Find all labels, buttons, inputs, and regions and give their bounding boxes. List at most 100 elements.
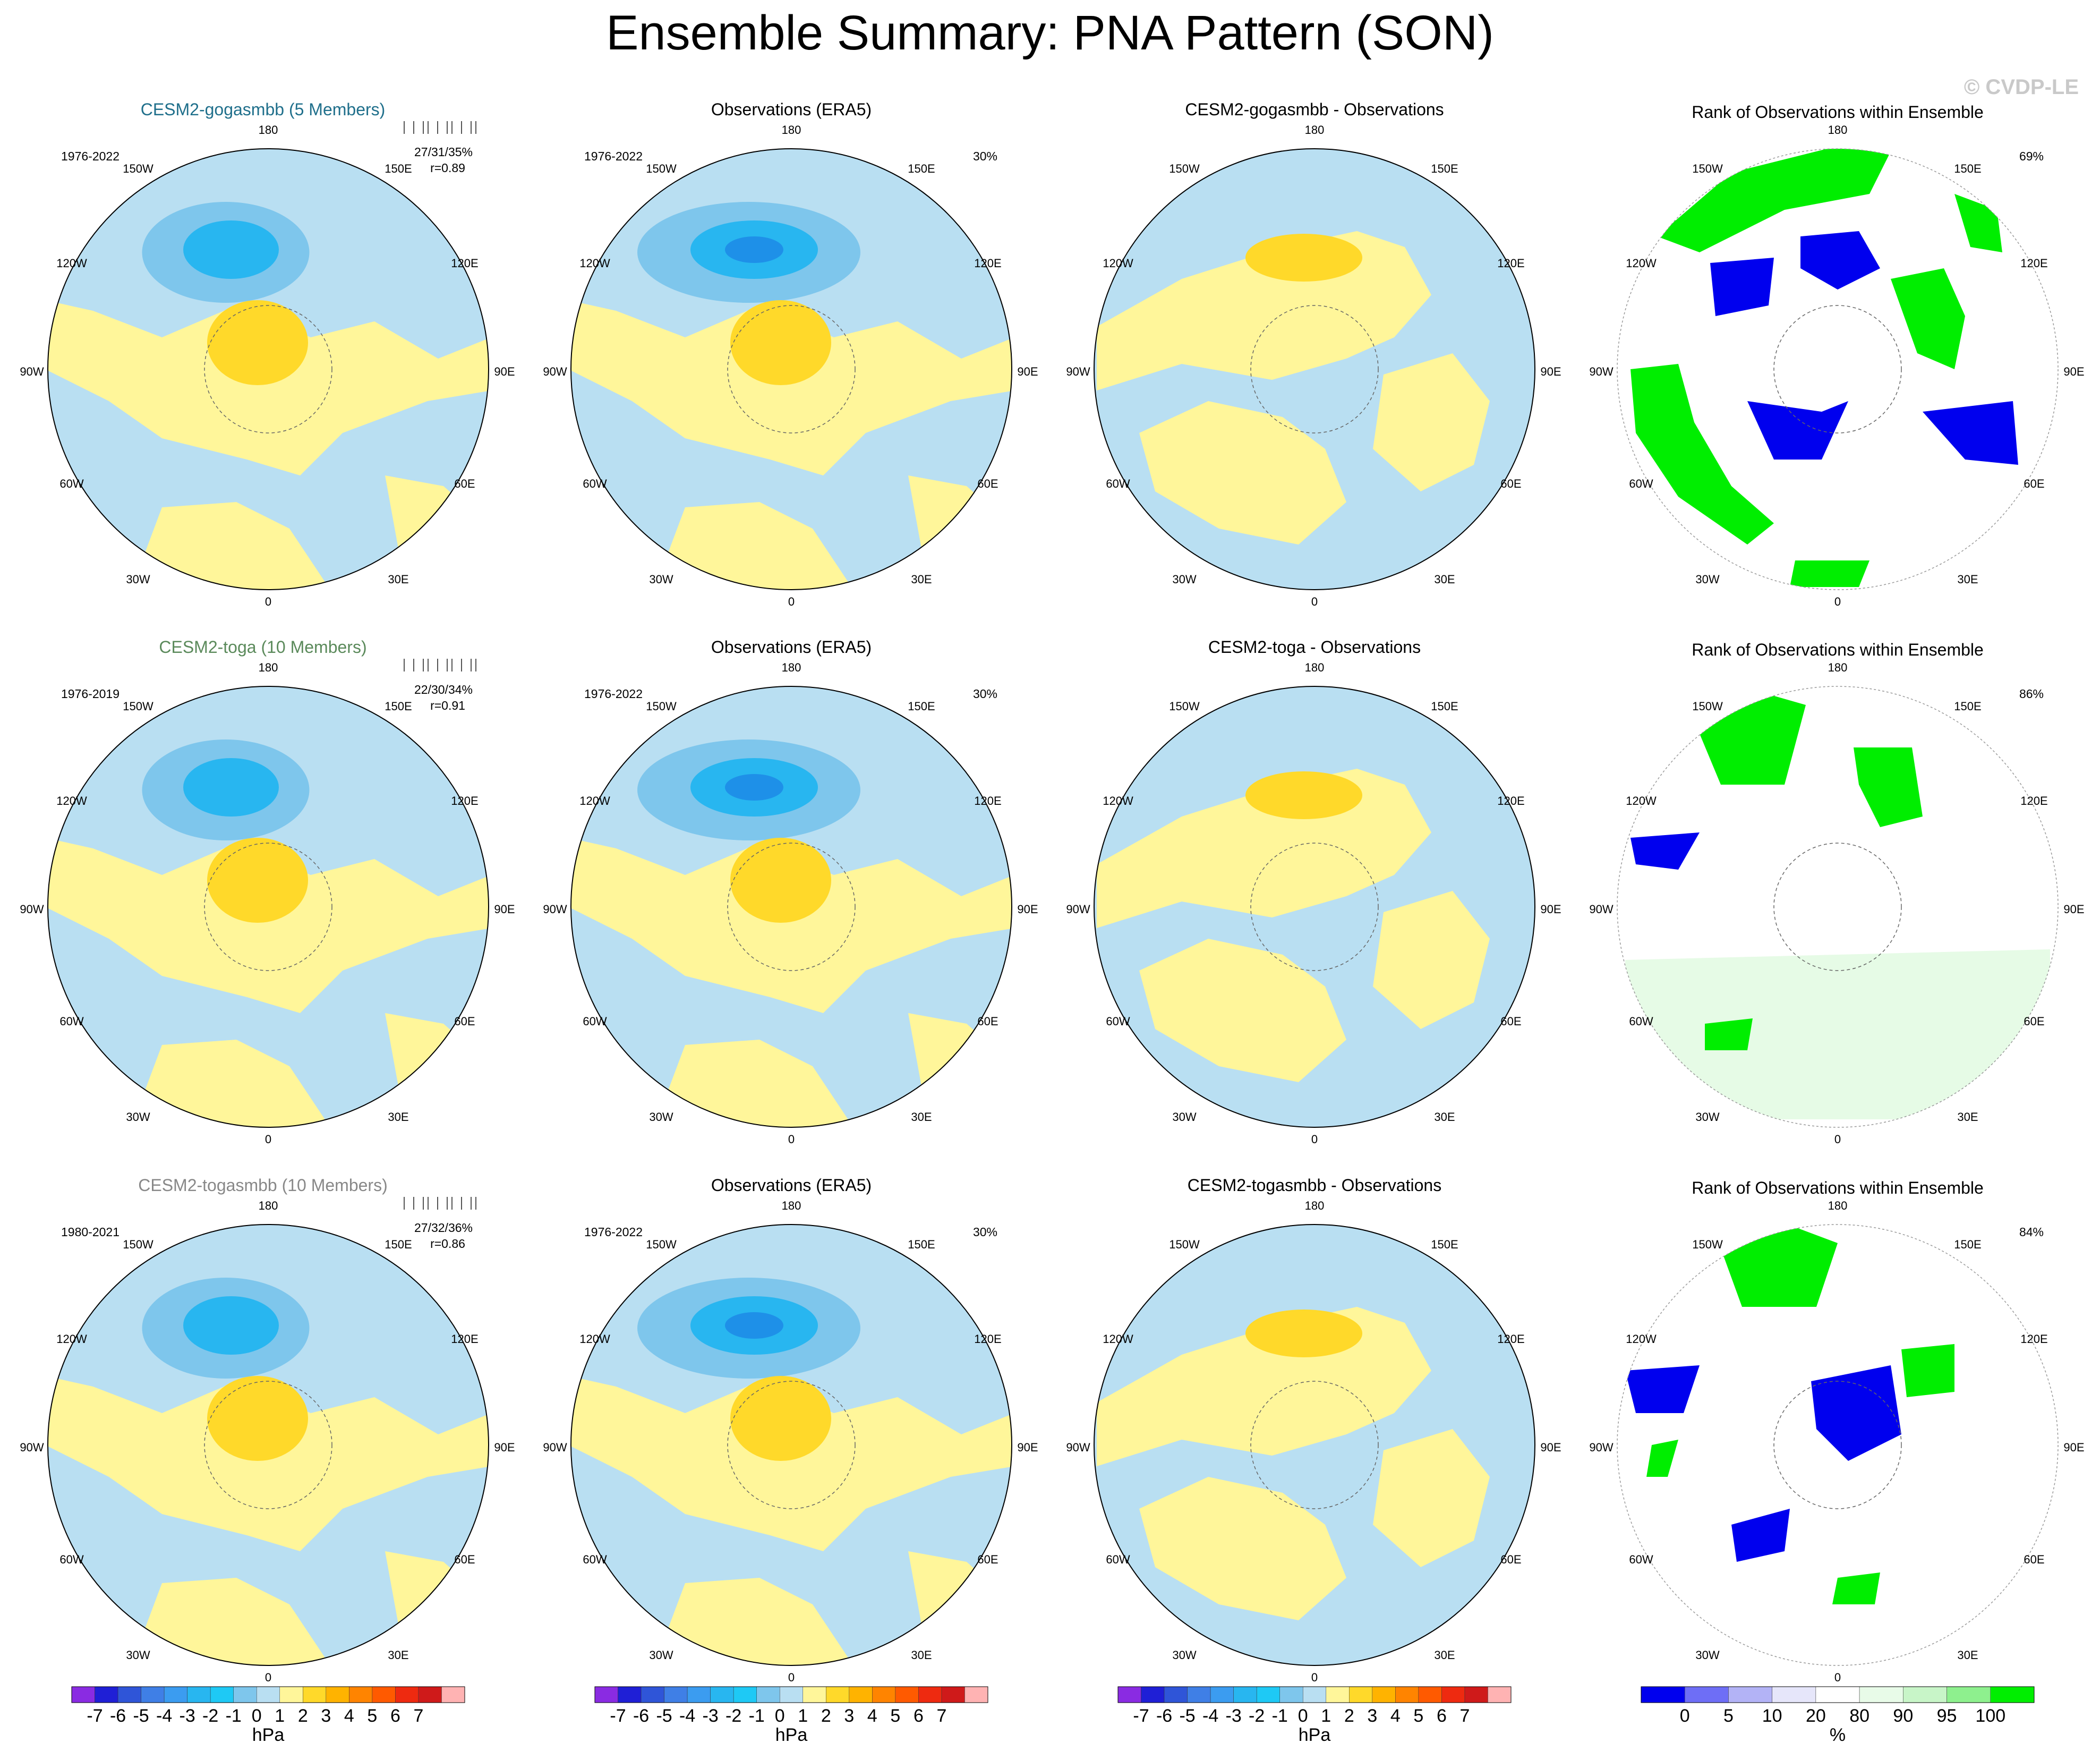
obs-title: Observations (ERA5) — [711, 1176, 872, 1195]
lon-label-150w: 150W — [1692, 162, 1723, 175]
rank-pct: 84% — [2019, 1225, 2044, 1239]
lon-label-30w: 30W — [649, 1110, 673, 1124]
lon-label-120e: 120E — [974, 257, 1001, 270]
model-stats: 27/32/36% — [414, 1221, 473, 1235]
lon-label-90w: 90W — [1066, 1441, 1090, 1454]
model-years: 1980-2021 — [61, 1225, 119, 1239]
lon-label-120e: 120E — [1497, 257, 1524, 270]
lon-label-150w: 150W — [646, 162, 677, 175]
lon-label-150e: 150E — [385, 162, 412, 175]
polar-map-2-1 — [570, 1224, 1012, 1666]
colorbar-swatch — [372, 1686, 396, 1703]
lon-label-30w: 30W — [126, 1648, 150, 1662]
map-boundary — [1617, 1224, 2059, 1666]
lon-label-60w: 60W — [1629, 1553, 1653, 1566]
field-region — [1891, 268, 1965, 369]
lon-label-120w: 120W — [56, 257, 87, 270]
colorbar-tick: 6 — [390, 1706, 400, 1726]
colorbar-tick: 2 — [298, 1706, 308, 1726]
polar-map-1-2 — [1094, 686, 1535, 1128]
lon-label-60w: 60W — [1629, 1015, 1653, 1028]
colorbar-label: hPa — [1299, 1725, 1331, 1745]
obs-years: 1976-2022 — [584, 149, 643, 163]
lon-label-150e: 150E — [1954, 162, 1981, 175]
colorbar-tick: -3 — [703, 1706, 719, 1726]
lon-label-90w: 90W — [20, 903, 44, 916]
lon-label-90w: 90W — [1066, 903, 1090, 916]
colorbar-swatch — [1210, 1686, 1234, 1703]
lon-label-150w: 150W — [646, 1238, 677, 1251]
field-region — [653, 1040, 855, 1127]
colorbar-swatch — [326, 1686, 349, 1703]
colorbar-swatch — [1117, 1686, 1141, 1703]
colorbar-swatch — [710, 1686, 734, 1703]
colorbar-tick: -1 — [749, 1706, 765, 1726]
negative-center — [183, 220, 279, 279]
colorbar-swatch — [349, 1686, 373, 1703]
polar-map-0-2 — [1094, 148, 1535, 590]
model-years: 1976-2019 — [61, 687, 119, 701]
lon-label-60w: 60W — [1629, 477, 1653, 490]
lon-label-90w: 90W — [1066, 365, 1090, 378]
colorbar-tick: 10 — [1762, 1706, 1782, 1726]
rank-pct: 86% — [2019, 687, 2044, 701]
lon-label-60e: 60E — [1500, 1553, 1521, 1566]
colorbar-swatch — [918, 1686, 942, 1703]
obs-variance-pct: 30% — [973, 687, 997, 701]
colorbar-tick: -4 — [156, 1706, 172, 1726]
colorbar-swatch — [210, 1686, 234, 1703]
field-region — [1373, 353, 1490, 491]
colorbar-swatch — [1441, 1686, 1465, 1703]
lon-label-150e: 150E — [1431, 1238, 1458, 1251]
field-region — [1901, 1344, 1954, 1397]
lon-label-30w: 30W — [1172, 1110, 1196, 1124]
colorbar-swatch — [872, 1686, 896, 1703]
positive-center — [207, 1376, 308, 1461]
field-region — [1747, 401, 1848, 460]
colorbar-swatch — [1903, 1686, 1947, 1703]
lon-label-120w: 120W — [1626, 794, 1657, 807]
colorbar-swatch — [941, 1686, 965, 1703]
field-region — [1923, 401, 2018, 465]
lon-label-120w: 120W — [579, 794, 610, 807]
lon-label-90w: 90W — [20, 365, 44, 378]
positive-center — [1245, 771, 1362, 819]
lon-label-150w: 150W — [1692, 1238, 1723, 1251]
lon-label-60e: 60E — [454, 1015, 475, 1028]
colorbar-tick: -3 — [1226, 1706, 1242, 1726]
lon-label-30e: 30E — [1957, 573, 1978, 586]
colorbar-swatch — [779, 1686, 804, 1703]
lon-label-60w: 60W — [583, 1553, 607, 1566]
diff-title: CESM2-toga - Observations — [1208, 637, 1421, 657]
watermark: © CVDP-LE — [1964, 75, 2079, 99]
map-boundary — [1617, 148, 2059, 590]
colorbar-swatch — [1464, 1686, 1488, 1703]
colorbar-tick: 4 — [867, 1706, 877, 1726]
lon-label-30e: 30E — [1434, 1110, 1455, 1124]
diff-title: CESM2-togasmbb - Observations — [1188, 1176, 1441, 1195]
colorbar-swatch — [733, 1686, 757, 1703]
ensemble-rug — [404, 1197, 476, 1210]
colorbar-swatch — [1256, 1686, 1280, 1703]
colorbar-tick: 7 — [413, 1706, 423, 1726]
colorbar-swatch — [1990, 1686, 2035, 1703]
lon-label-120w: 120W — [1103, 1332, 1133, 1346]
diff-title: CESM2-gogasmbb - Observations — [1185, 100, 1444, 119]
lon-label-180: 180 — [782, 123, 801, 137]
lon-label-60e: 60E — [2024, 477, 2044, 490]
colorbar-tick: 20 — [1806, 1706, 1826, 1726]
model-title: CESM2-togasmbb (10 Members) — [138, 1176, 387, 1195]
lon-label-120e: 120E — [974, 1332, 1001, 1346]
lon-label-60e: 60E — [2024, 1553, 2044, 1566]
colorbar-tick: 0 — [775, 1706, 785, 1726]
colorbar-swatch — [1684, 1686, 1729, 1703]
lon-label-60e: 60E — [1500, 1015, 1521, 1028]
colorbar-tick: -7 — [87, 1706, 103, 1726]
field-region — [653, 1578, 855, 1665]
rank-map-0 — [1617, 148, 2059, 590]
lon-label-120e: 120E — [1497, 794, 1524, 807]
negative-center — [725, 1312, 783, 1339]
rank-map-1 — [1617, 686, 2059, 1128]
lon-label-150w: 150W — [123, 162, 153, 175]
lon-label-30w: 30W — [126, 573, 150, 586]
